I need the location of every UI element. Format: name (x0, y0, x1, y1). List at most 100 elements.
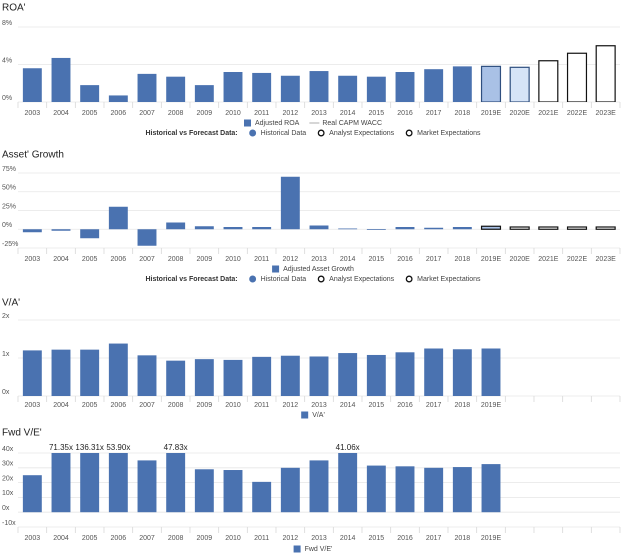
bar (108, 95, 128, 102)
x-tick-label: 2003 (25, 110, 41, 117)
bar (395, 352, 415, 396)
bar (424, 467, 444, 513)
x-tick-label: 2006 (111, 256, 127, 263)
legend-label: Historical Data (261, 130, 307, 137)
x-tick-label: 2003 (25, 535, 41, 542)
y-tick-label: 1x (2, 351, 10, 358)
x-tick-label: 2016 (397, 256, 413, 263)
x-tick-label: 2020E (510, 256, 531, 263)
bar (452, 227, 472, 230)
x-tick-label: 2022E (567, 110, 588, 117)
bar (166, 76, 186, 102)
bar (22, 475, 42, 513)
x-tick-label: 2023E (596, 110, 617, 117)
y-tick-label: 25% (2, 203, 16, 210)
legend-swatch (301, 411, 309, 419)
bar (309, 225, 329, 230)
y-tick-label: -25% (2, 241, 18, 248)
x-tick-label: 2008 (168, 110, 184, 117)
bar (80, 229, 100, 239)
legend-label: V/A' (312, 412, 325, 419)
bars (22, 453, 501, 513)
x-tick-label: 2003 (25, 402, 41, 409)
legend-label: Market Expectations (417, 130, 481, 137)
y-tick-label: 0x (2, 505, 10, 512)
y-tick-label: 30x (2, 461, 14, 468)
y-tick-label: 2x (2, 313, 10, 320)
x-tick-label: 2008 (168, 402, 184, 409)
x-tick-label: 2016 (397, 535, 413, 542)
x-tick-label: 2017 (426, 110, 442, 117)
x-tick-label: 2014 (340, 256, 356, 263)
x-tick-label: 2005 (82, 110, 98, 117)
bar (338, 75, 358, 102)
bar (80, 349, 100, 396)
bar (424, 69, 444, 102)
x-tick-label: 2011 (254, 256, 269, 263)
legend-swatch (244, 119, 251, 127)
x-tick-label: 2009 (197, 535, 213, 542)
x-tick-label: 2015 (369, 110, 385, 117)
y-tick-label: 40x (2, 446, 14, 453)
x-tick-label: 2013 (311, 110, 327, 117)
x-tick-label: 2010 (225, 256, 241, 263)
x-tick-label: 2005 (82, 402, 98, 409)
bar (137, 460, 157, 513)
chart-title: V/A' (2, 298, 20, 309)
bar (194, 469, 214, 513)
bar (51, 57, 71, 102)
x-tick-label: 2021E (538, 110, 559, 117)
chart-title: Fwd V/E' (2, 428, 42, 439)
y-tick-label: 4% (2, 57, 12, 64)
x-tick-label: 2017 (426, 535, 442, 542)
bar (424, 227, 444, 230)
x-tick-label: 2009 (197, 256, 213, 263)
bar (480, 65, 502, 102)
bar (51, 453, 71, 513)
bar (338, 228, 358, 230)
bar (194, 359, 214, 396)
legend-label: Adjusted Asset Growth (283, 266, 354, 273)
x-tick-label: 2010 (225, 535, 241, 542)
y-tick-label: 8% (2, 20, 12, 27)
bar (481, 348, 501, 396)
bar (22, 350, 42, 396)
bar (223, 470, 243, 513)
bar (566, 226, 588, 230)
bar (137, 355, 157, 396)
bar (22, 229, 42, 233)
data-label: 47.83x (164, 443, 188, 452)
legend-swatch (293, 545, 301, 553)
legend-label: Historical vs Forecast Data: (145, 276, 237, 283)
bar (280, 75, 300, 102)
legend-label: Analyst Expectations (329, 276, 394, 283)
x-tick-label: 2003 (25, 256, 41, 263)
bar (366, 229, 386, 230)
bar (509, 66, 530, 102)
bar (166, 222, 186, 230)
x-tick-label: 2020E (510, 110, 531, 117)
bar (280, 467, 300, 513)
x-tick-label: 2014 (340, 535, 356, 542)
bars (22, 343, 501, 396)
x-tick-label: 2010 (225, 402, 241, 409)
bar (480, 225, 502, 230)
bar (395, 72, 415, 102)
legend-marker (405, 275, 413, 283)
x-tick-label: 2019E (481, 535, 502, 542)
bar (80, 85, 100, 102)
x-tick-label: 2015 (369, 535, 385, 542)
bars (22, 45, 616, 102)
x-tick-label: 2017 (426, 256, 442, 263)
x-tick-label: 2019E (481, 256, 502, 263)
x-tick-label: 2004 (53, 402, 69, 409)
bar (395, 227, 415, 230)
x-tick-label: 2005 (82, 535, 98, 542)
x-tick-label: 2014 (340, 402, 356, 409)
legend-label: Analyst Expectations (329, 130, 394, 137)
bar (481, 464, 501, 513)
data-label: 53.90x (106, 443, 130, 452)
legend-label: Adjusted ROA (255, 120, 300, 127)
y-tick-label: 0x (2, 389, 10, 396)
bar (108, 343, 128, 396)
